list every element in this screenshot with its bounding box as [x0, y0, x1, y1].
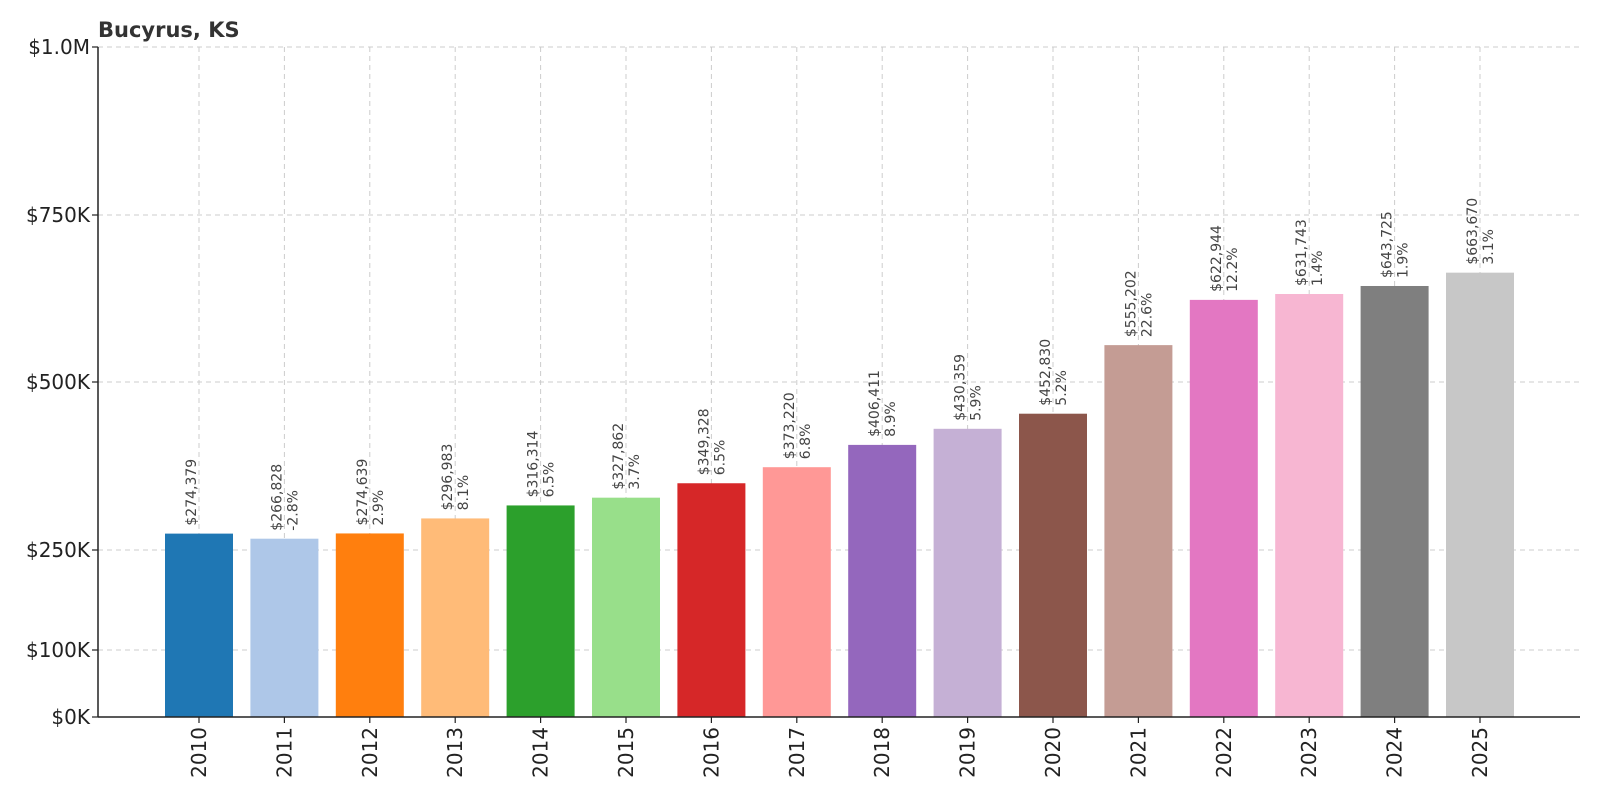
value-label: $274,379 — [184, 459, 200, 526]
bar-label-2025: $663,670 3.1% — [1465, 198, 1497, 265]
x-tick-label-2010: 2010 — [187, 727, 211, 778]
change-label: 1.4% — [1310, 250, 1326, 286]
bar-label-2013: $296,983 8.1% — [440, 444, 472, 511]
bar-label-2014: $316,314 6.5% — [526, 431, 558, 498]
bar-2010 — [165, 533, 233, 717]
x-tick-label-2011: 2011 — [272, 727, 296, 778]
bar-2022 — [1189, 299, 1258, 717]
change-label: 22.6% — [1139, 293, 1155, 337]
y-axis-ticks: $0K $100K $250K $500K $750K $1.0M — [26, 35, 98, 729]
bar-2021 — [1104, 345, 1173, 717]
value-label: $430,359 — [953, 354, 969, 421]
bar-2011 — [250, 538, 319, 717]
y-tick-label: $750K — [26, 203, 91, 227]
x-tick-label-2015: 2015 — [614, 727, 638, 778]
x-tick-label-2025: 2025 — [1468, 727, 1492, 778]
bar-2017 — [762, 467, 831, 717]
chart-title: Bucyrus, KS — [98, 18, 240, 42]
change-label: 6.5% — [542, 462, 558, 498]
bar-2014 — [506, 505, 575, 717]
x-tick-label-2018: 2018 — [870, 727, 894, 778]
bar-label-2020: $452,830 5.2% — [1038, 339, 1070, 406]
bar-label-2015: $327,862 3.7% — [611, 423, 643, 490]
bar-2019 — [933, 428, 1002, 717]
change-label: 12.2% — [1225, 247, 1241, 291]
change-label: 5.9% — [969, 385, 985, 421]
value-label: $373,220 — [782, 392, 798, 459]
y-tick-label: $250K — [26, 538, 91, 562]
bar-label-2023: $631,743 1.4% — [1294, 219, 1326, 286]
value-label: $296,983 — [440, 444, 456, 511]
bar-2016 — [677, 483, 746, 717]
value-label: $643,725 — [1380, 211, 1396, 278]
change-label: 6.8% — [798, 424, 814, 460]
value-label: $663,670 — [1465, 198, 1481, 265]
bar-2013 — [421, 518, 490, 717]
x-tick-label-2023: 2023 — [1297, 727, 1321, 778]
bar-label-2017: $373,220 6.8% — [782, 392, 814, 459]
x-tick-label-2021: 2021 — [1126, 727, 1150, 778]
grid-lines — [98, 46, 1580, 717]
y-tick-label: $1.0M — [28, 35, 90, 59]
bar-2012 — [335, 533, 404, 717]
x-tick-label-2019: 2019 — [956, 727, 980, 778]
value-label: $452,830 — [1038, 339, 1054, 406]
x-tick-label-2013: 2013 — [443, 727, 467, 778]
value-label: $555,202 — [1123, 270, 1139, 337]
value-label: $316,314 — [526, 431, 542, 498]
bar-2018 — [848, 444, 917, 717]
bar-2020 — [1019, 413, 1087, 717]
x-tick-label-2016: 2016 — [699, 727, 723, 778]
bar-label-2019: $430,359 5.9% — [953, 354, 985, 421]
y-tick-label: $0K — [51, 705, 90, 729]
value-label: $274,639 — [355, 459, 371, 526]
bars — [165, 272, 1514, 717]
value-label: $622,944 — [1209, 225, 1225, 292]
bar-2023 — [1275, 293, 1344, 717]
bar-label-2022: $622,944 12.2% — [1209, 225, 1241, 292]
x-tick-label-2020: 2020 — [1041, 727, 1065, 778]
change-label: -2.8% — [285, 490, 301, 531]
change-label: 8.1% — [456, 475, 472, 511]
x-tick-label-2012: 2012 — [358, 727, 382, 778]
x-axis-ticks: 2010 2011 2012 2013 2014 2015 2016 2017 2018 2019… — [187, 717, 1492, 778]
bar-label-2016: $349,328 6.5% — [696, 408, 728, 475]
change-label: 3.7% — [627, 454, 643, 490]
change-label: 2.9% — [371, 490, 387, 526]
bar-label-2012: $274,639 2.9% — [355, 459, 387, 526]
value-label: $266,828 — [269, 464, 285, 531]
y-tick-label: $100K — [26, 638, 91, 662]
x-tick-label-2022: 2022 — [1212, 727, 1236, 778]
bar-label-2024: $643,725 1.9% — [1380, 211, 1412, 278]
change-label: 6.5% — [712, 440, 728, 476]
change-label: 1.9% — [1396, 242, 1412, 278]
bar-2015 — [592, 497, 660, 717]
value-label: $406,411 — [867, 370, 883, 437]
bar-label-2021: $555,202 22.6% — [1123, 270, 1155, 337]
bar-label-2011: $266,828 -2.8% — [269, 464, 301, 531]
change-label: 3.1% — [1481, 229, 1497, 265]
x-tick-label-2017: 2017 — [785, 727, 809, 778]
x-tick-label-2024: 2024 — [1383, 727, 1407, 778]
bar-label-2018: $406,411 8.9% — [867, 370, 899, 437]
bar-2025 — [1446, 272, 1514, 717]
data-labels: $274,379 $266,828 -2.8% $274,639 2.9% $296,98… — [184, 198, 1497, 531]
bar-label-2010: $274,379 — [184, 459, 200, 526]
value-label: $631,743 — [1294, 219, 1310, 286]
x-tick-label-2014: 2014 — [529, 727, 553, 778]
value-label: $327,862 — [611, 423, 627, 490]
value-label: $349,328 — [696, 408, 712, 475]
change-label: 5.2% — [1054, 370, 1070, 406]
y-tick-label: $500K — [26, 370, 91, 394]
bar-2024 — [1360, 285, 1429, 717]
change-label: 8.9% — [883, 401, 899, 437]
